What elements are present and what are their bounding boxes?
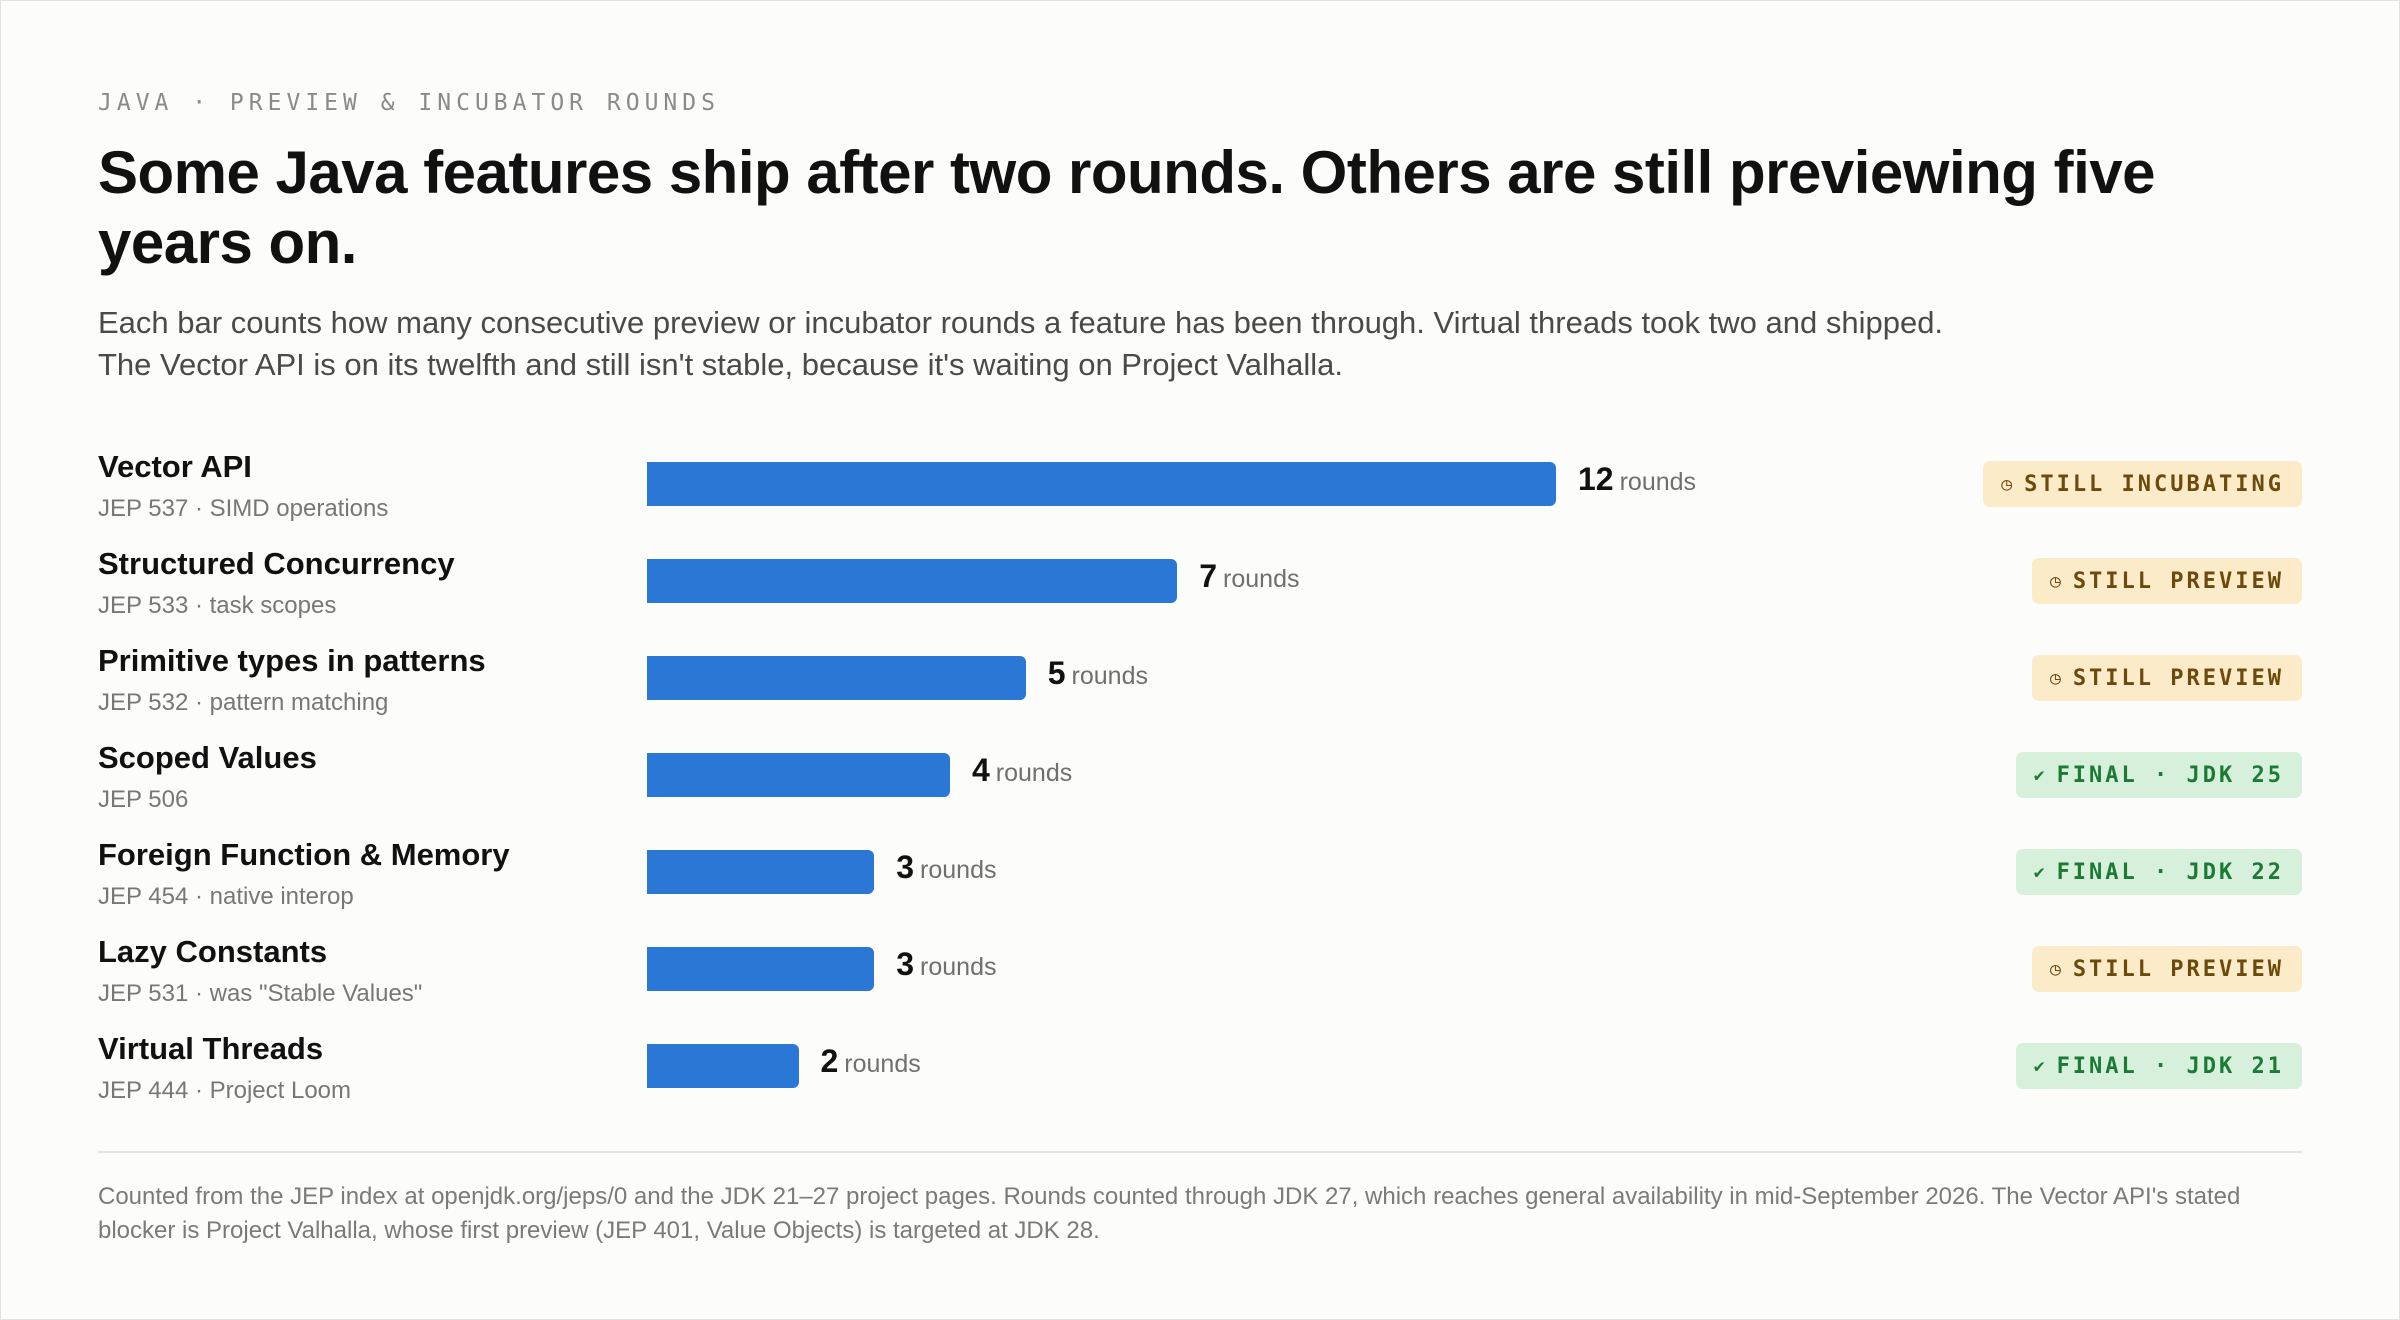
footnote: Counted from the JEP index at openjdk.or… xyxy=(98,1183,2241,1244)
data-label-unit: rounds xyxy=(1071,662,1148,690)
chart-subtitle: Each bar counts how many consecutive pre… xyxy=(98,305,1944,382)
check-icon: ✔ xyxy=(2033,861,2045,883)
status-badge: ✔ FINAL · JDK 25 xyxy=(2015,752,2302,798)
data-label-unit: rounds xyxy=(1619,468,1697,496)
data-label-value: 2 xyxy=(820,1043,839,1079)
chart-kicker: JAVA · PREVIEW & INCUBATOR ROUNDS xyxy=(98,90,720,116)
clock-icon: ◷ xyxy=(2049,570,2061,592)
bar xyxy=(647,559,1178,603)
data-label: 4 rounds xyxy=(972,752,1072,789)
row-label: Vector API xyxy=(98,449,252,484)
data-label-value: 12 xyxy=(1578,461,1614,497)
status-badge-label: STILL PREVIEW xyxy=(2072,956,2284,982)
row-label: Primitive types in patterns xyxy=(98,643,486,678)
bar-row: Virtual Threads JEP 444 · Project Loom 2 ro… xyxy=(0,1031,2400,1121)
data-label-value: 5 xyxy=(1047,655,1066,691)
bar xyxy=(647,462,1556,506)
status-badge: ◷ STILL PREVIEW xyxy=(2031,558,2302,604)
bar xyxy=(647,656,1026,700)
data-label-value: 3 xyxy=(896,946,915,982)
data-label-unit: rounds xyxy=(844,1050,921,1078)
data-label-value: 4 xyxy=(972,752,990,788)
status-badge: ✔ FINAL · JDK 22 xyxy=(2015,849,2302,895)
data-label-unit: rounds xyxy=(1223,565,1300,593)
data-label: 3 rounds xyxy=(896,849,996,886)
bar xyxy=(647,947,875,991)
data-label-unit: rounds xyxy=(920,953,997,981)
chart-title: Some Java features ship after two rounds… xyxy=(98,139,2156,276)
status-badge-label: STILL PREVIEW xyxy=(2072,568,2284,594)
row-sublabel: JEP 444 · Project Loom xyxy=(98,1077,352,1104)
divider xyxy=(98,1151,2302,1153)
data-label-value: 3 xyxy=(896,849,915,885)
data-label: 12 rounds xyxy=(1578,461,1696,498)
clock-icon: ◷ xyxy=(2049,958,2061,980)
data-label-unit: rounds xyxy=(920,856,997,884)
row-sublabel: JEP 532 · pattern matching xyxy=(98,689,389,716)
bar-row: Vector API JEP 537 · SIMD operations 12 rou… xyxy=(0,449,2400,539)
data-label: 3 rounds xyxy=(896,946,996,983)
data-label: 2 rounds xyxy=(821,1043,921,1080)
bar-row: Lazy Constants JEP 531 · was "Stable Valu… xyxy=(0,934,2400,1024)
status-badge: ◷ STILL INCUBATING xyxy=(1983,461,2302,507)
data-label: 7 rounds xyxy=(1199,558,1299,595)
bar xyxy=(647,850,875,894)
status-badge-label: FINAL · JDK 21 xyxy=(2056,1053,2284,1079)
row-sublabel: JEP 533 · task scopes xyxy=(98,592,337,619)
check-icon: ✔ xyxy=(2033,764,2045,786)
status-badge: ◷ STILL PREVIEW xyxy=(2031,946,2302,992)
row-sublabel: JEP 454 · native interop xyxy=(98,883,354,910)
bar xyxy=(647,753,950,797)
status-badge-label: STILL INCUBATING xyxy=(2024,471,2284,497)
clock-icon: ◷ xyxy=(2001,473,2013,495)
status-badge: ✔ FINAL · JDK 21 xyxy=(2015,1043,2302,1089)
check-icon: ✔ xyxy=(2033,1055,2045,1077)
bar-row: Foreign Function & Memory JEP 454 · nativ… xyxy=(0,837,2400,927)
status-badge-label: FINAL · JDK 22 xyxy=(2056,859,2284,885)
row-label: Scoped Values xyxy=(98,740,317,775)
data-label-unit: rounds xyxy=(995,759,1073,787)
row-sublabel: JEP 506 xyxy=(98,786,189,813)
row-sublabel: JEP 537 · SIMD operations xyxy=(98,495,389,522)
bar-row: Scoped Values JEP 506 4 rounds ✔ FINAL · JDK … xyxy=(0,740,2400,830)
status-badge-label: FINAL · JDK 25 xyxy=(2056,762,2284,788)
status-badge: ◷ STILL PREVIEW xyxy=(2031,655,2302,701)
bar xyxy=(647,1044,799,1088)
row-label: Foreign Function & Memory xyxy=(98,837,510,872)
row-label: Structured Concurrency xyxy=(98,546,455,581)
row-label: Lazy Constants xyxy=(98,934,328,969)
clock-icon: ◷ xyxy=(2049,667,2061,689)
bar-row: Primitive types in patterns JEP 532 · pat… xyxy=(0,643,2400,733)
data-label-value: 7 xyxy=(1199,558,1218,594)
status-badge-label: STILL PREVIEW xyxy=(2072,665,2284,691)
row-sublabel: JEP 531 · was "Stable Values" xyxy=(98,980,423,1007)
bar-row: Structured Concurrency JEP 533 · task sco… xyxy=(0,546,2400,636)
data-label: 5 rounds xyxy=(1048,655,1148,692)
row-label: Virtual Threads xyxy=(98,1031,324,1066)
